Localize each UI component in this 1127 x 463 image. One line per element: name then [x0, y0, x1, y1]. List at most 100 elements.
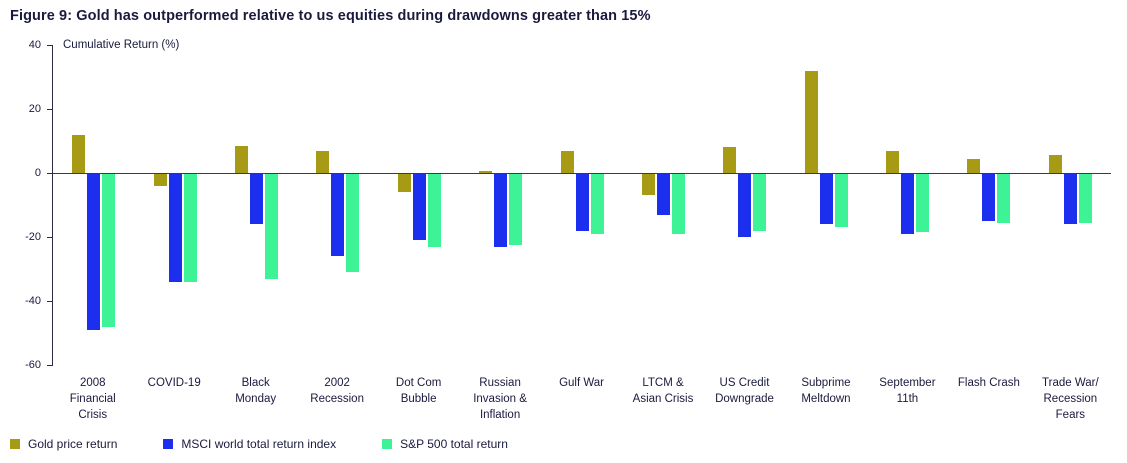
- legend-item: S&P 500 total return: [382, 437, 508, 451]
- bar: [234, 145, 248, 173]
- bar: [264, 173, 278, 279]
- x-tick-label: 2002 Recession: [310, 377, 364, 405]
- plot-area: Cumulative Return (%) 40 20 0 -20 -40 -60: [25, 39, 1111, 371]
- bar-slot: [316, 45, 330, 365]
- y-tick-label: 20: [28, 103, 41, 115]
- bar: [509, 173, 523, 245]
- bar-slot: [916, 45, 930, 365]
- y-tick-label: 40: [28, 39, 41, 51]
- bar-slot: [264, 45, 278, 365]
- bar-slot: [331, 45, 345, 365]
- x-tick-label: Trade War/ Recession Fears: [1042, 377, 1099, 421]
- x-tick-label: LTCM & Asian Crisis: [632, 377, 694, 405]
- bar-group: [216, 45, 297, 365]
- bar: [834, 173, 848, 228]
- y-tick-label: -40: [25, 295, 41, 307]
- bar-slot: [819, 45, 833, 365]
- legend-item: Gold price return: [10, 437, 117, 451]
- bar: [671, 173, 685, 234]
- bar-slot: [249, 45, 263, 365]
- bar-group: [786, 45, 867, 365]
- legend-swatch: [382, 439, 393, 449]
- bar-group: [541, 45, 622, 365]
- bar-slot: [967, 45, 981, 365]
- bar-group: [297, 45, 378, 365]
- bar-slot: [102, 45, 116, 365]
- bar: [102, 173, 116, 327]
- x-tick-label: Gulf War: [559, 377, 605, 389]
- y-tick-mark: [47, 173, 53, 174]
- bar-slot: [168, 45, 182, 365]
- y-tick-label: -60: [25, 359, 41, 371]
- bar-slot: [234, 45, 248, 365]
- bar-group: [53, 45, 134, 365]
- bar-slot: [1063, 45, 1077, 365]
- bar: [331, 173, 345, 257]
- x-tick-label: Black Monday: [235, 377, 277, 405]
- bar: [560, 150, 574, 173]
- x-tick-label: COVID-19: [147, 377, 201, 389]
- bar: [656, 173, 670, 215]
- bar-slot: [560, 45, 574, 365]
- bar: [316, 150, 330, 173]
- bar-slot: [671, 45, 685, 365]
- bar-group: [623, 45, 704, 365]
- bar-slot: [834, 45, 848, 365]
- bar: [753, 173, 767, 231]
- figure-title: Figure 9: Gold has outperformed relative…: [10, 8, 651, 24]
- bar-slot: [753, 45, 767, 365]
- bar-group: [867, 45, 948, 365]
- bar: [479, 171, 493, 173]
- bar: [1078, 173, 1092, 223]
- bar: [901, 173, 915, 234]
- y-axis-label: Cumulative Return (%): [63, 39, 180, 51]
- bar: [982, 173, 996, 221]
- bar-slot: [153, 45, 167, 365]
- y-tick-mark: [47, 45, 53, 46]
- legend-label: MSCI world total return index: [181, 437, 337, 451]
- bar-group: [1030, 45, 1111, 365]
- bar: [397, 173, 411, 193]
- bar: [886, 150, 900, 173]
- x-tick-label: Dot Com Bubble: [395, 377, 442, 405]
- legend: Gold price return MSCI world total return…: [10, 437, 508, 451]
- bar-slot: [397, 45, 411, 365]
- bar-groups: [53, 45, 1111, 365]
- y-tick-label: 0: [34, 167, 41, 179]
- bar: [87, 173, 101, 330]
- x-tick-label: September 11th: [879, 377, 936, 405]
- zero-axis-line: [53, 173, 1111, 174]
- bar: [997, 173, 1011, 223]
- bar-chart: Cumulative Return (%) 40 20 0 -20 -40 -60 200…: [0, 39, 1127, 424]
- bar: [412, 173, 426, 241]
- bar-slot: [412, 45, 426, 365]
- bar-group: [704, 45, 785, 365]
- bar-slot: [982, 45, 996, 365]
- bar: [819, 173, 833, 225]
- legend-swatch: [10, 439, 20, 449]
- bar-group: [379, 45, 460, 365]
- bar-slot: [183, 45, 197, 365]
- bar-slot: [1078, 45, 1092, 365]
- bar: [575, 173, 589, 231]
- bar-slot: [901, 45, 915, 365]
- y-tick-mark: [47, 109, 53, 110]
- bar: [72, 134, 86, 173]
- legend-item: MSCI world total return index: [163, 437, 336, 451]
- bar-slot: [1048, 45, 1062, 365]
- bar-slot: [346, 45, 360, 365]
- bar: [1063, 173, 1077, 225]
- legend-label: Gold price return: [28, 437, 118, 451]
- legend-label: S&P 500 total return: [400, 437, 508, 451]
- bar-slot: [509, 45, 523, 365]
- y-tick-mark: [47, 365, 53, 366]
- x-tick-label: 2008 Financial Crisis: [69, 377, 116, 421]
- x-tick-label: Subprime Meltdown: [801, 377, 851, 405]
- bar: [1048, 155, 1062, 173]
- bar: [427, 173, 441, 247]
- x-axis-labels: 2008 Financial Crisis COVID-19 Black Monda…: [52, 365, 1111, 424]
- x-tick-label: US Credit Downgrade: [715, 377, 774, 405]
- bar-slot: [590, 45, 604, 365]
- bar-group: [134, 45, 215, 365]
